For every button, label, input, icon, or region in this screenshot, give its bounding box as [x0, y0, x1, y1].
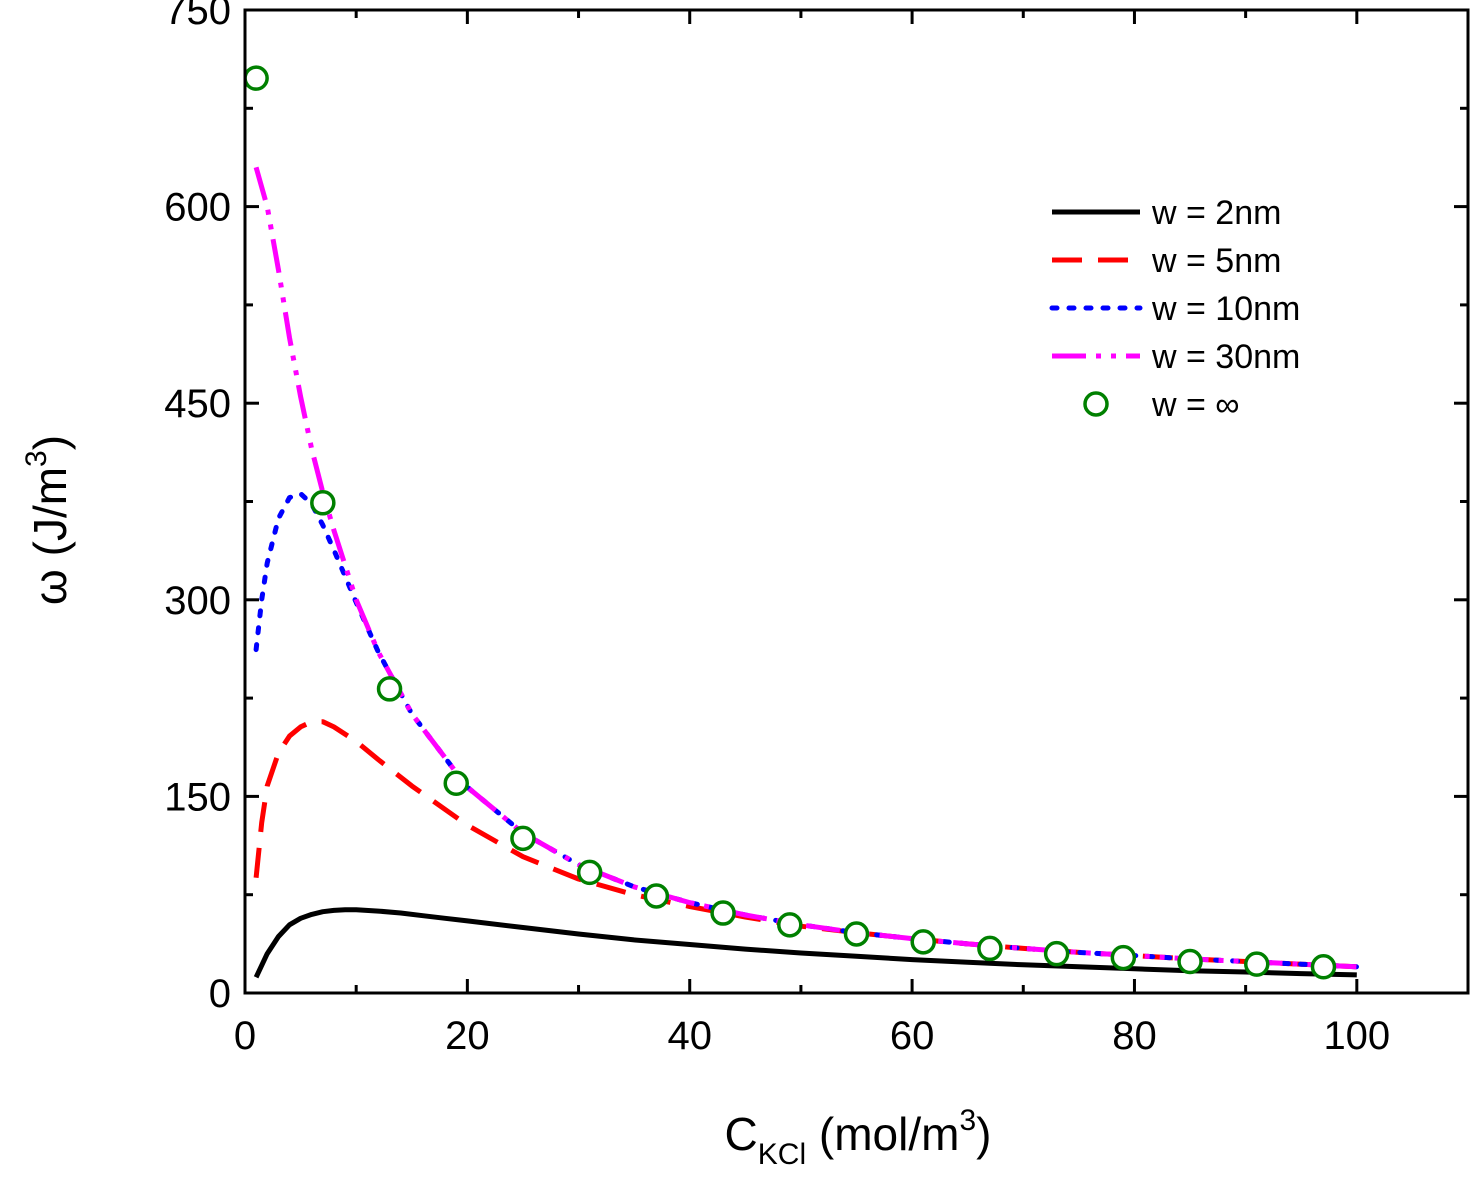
series-line-w-10nm [253, 491, 1360, 970]
x-tick-label: 20 [445, 1014, 490, 1058]
legend: w = 2nm w = 5nm w = 10nm w = 30nm w = ∞ [1049, 194, 1300, 424]
series-point-w-infinity [977, 935, 1003, 962]
series-point-w-infinity [1310, 954, 1337, 980]
x-axis-title: CKCl (mol/m3) [725, 1104, 992, 1171]
plot-frame [243, 8, 1470, 995]
x-tick-label: 80 [1112, 1014, 1157, 1058]
legend-label: w = ∞ [1151, 386, 1240, 424]
series-point-w-infinity [710, 900, 736, 926]
y-tick-label: 0 [209, 972, 231, 1016]
y-axis-title: ω (J/m3) [20, 435, 76, 605]
x-tick-label: 0 [234, 1014, 256, 1058]
series-point-w-infinity [310, 490, 336, 516]
series-point-w-infinity [777, 912, 803, 938]
x-tick-label: 40 [667, 1014, 712, 1058]
series-point-w-infinity [1244, 951, 1270, 977]
series-point-w-infinity [910, 929, 936, 955]
series-layer [245, 65, 1360, 980]
ticks-layer: 0 20 40 60 80 100 0 150 300 450 600 750 [164, 0, 1470, 1058]
series-point-w-infinity [376, 676, 403, 702]
y-tick-label: 300 [164, 579, 231, 623]
series-point-w-infinity [245, 65, 269, 91]
y-tick-label: 150 [164, 775, 231, 819]
legend-label: w = 10nm [1151, 290, 1300, 328]
series-point-w-infinity [576, 859, 603, 886]
x-tick-label: 100 [1323, 1014, 1390, 1058]
series-line-w-2nm [253, 907, 1357, 979]
series-point-w-infinity [643, 883, 670, 909]
y-tick-label: 600 [164, 186, 231, 230]
legend-label: w = 30nm [1151, 338, 1300, 376]
series-point-w-infinity [1177, 948, 1203, 975]
series-point-w-infinity [843, 921, 870, 947]
legend-label: w = 5nm [1151, 242, 1281, 280]
series-point-w-infinity [443, 770, 469, 797]
x-tick-label: 60 [890, 1014, 935, 1058]
series-point-w-infinity [1043, 940, 1070, 967]
y-tick-label: 450 [164, 382, 231, 426]
legend-marker [1083, 391, 1109, 417]
series-point-w-infinity [510, 825, 536, 852]
series-point-w-infinity [1110, 944, 1137, 971]
legend-label: w = 2nm [1151, 194, 1281, 232]
y-tick-label: 750 [164, 0, 231, 33]
series-line-w-30nm [253, 166, 1357, 970]
series-line-w-5nm [253, 719, 1357, 970]
